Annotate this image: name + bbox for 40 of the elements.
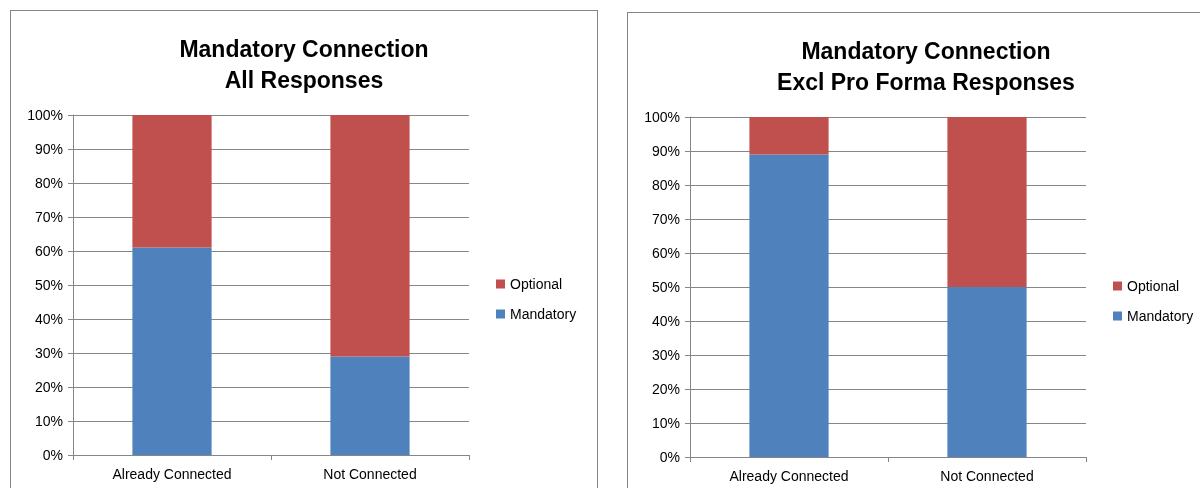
y-tick-label: 40% <box>34 311 63 327</box>
y-tick-label: 100% <box>27 107 63 123</box>
legend-label: Optional <box>1127 278 1180 294</box>
y-tick-label: 100% <box>644 109 680 125</box>
bar <box>947 287 1027 457</box>
y-tick-label: 90% <box>651 143 680 159</box>
bar <box>132 247 212 455</box>
y-tick-label: 60% <box>651 245 680 261</box>
chart-title: Mandatory Connection Excl Pro Forma Responses <box>777 37 1075 95</box>
y-tick-label: 50% <box>34 277 63 293</box>
y-tick-label: 40% <box>651 313 680 329</box>
legend-label: Mandatory <box>510 306 577 322</box>
chart-title: Mandatory Connection All Responses <box>179 35 429 93</box>
y-tick-label: 90% <box>34 141 63 157</box>
y-tick-label: 0% <box>659 449 680 465</box>
y-tick-label: 50% <box>651 279 680 295</box>
legend-label: Mandatory <box>1127 308 1194 324</box>
x-tick-label: Already Connected <box>729 468 849 484</box>
y-tick-label: 0% <box>42 447 63 463</box>
bar <box>330 356 410 455</box>
bar <box>749 117 829 155</box>
y-tick-label: 30% <box>651 347 680 363</box>
y-tick-label: 80% <box>34 175 63 191</box>
bar <box>330 115 410 357</box>
bar <box>132 115 212 248</box>
y-tick-label: 20% <box>651 381 680 397</box>
y-tick-label: 10% <box>651 415 680 431</box>
y-tick-label: 10% <box>34 413 63 429</box>
x-tick-label: Not Connected <box>940 468 1034 484</box>
y-tick-label: 30% <box>34 345 63 361</box>
y-tick-label: 70% <box>651 211 680 227</box>
y-tick-label: 70% <box>34 209 63 225</box>
y-tick-label: 60% <box>34 243 63 259</box>
y-tick-label: 20% <box>34 379 63 395</box>
bar <box>749 154 829 457</box>
y-tick-label: 80% <box>651 177 680 193</box>
bar <box>947 117 1027 287</box>
x-tick-label: Not Connected <box>323 466 417 482</box>
x-tick-label: Already Connected <box>112 466 232 482</box>
legend-label: Optional <box>510 276 563 292</box>
